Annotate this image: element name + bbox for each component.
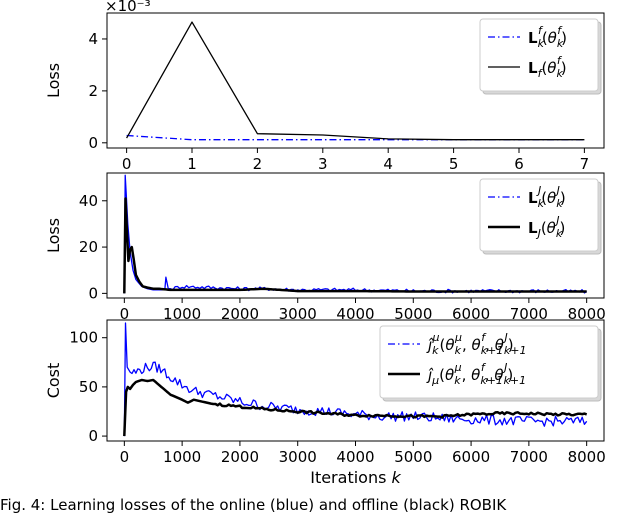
x-tick-label: 1000 bbox=[163, 305, 201, 323]
y-axis-label: Loss bbox=[44, 63, 63, 98]
legend-label: Lkf(θkf) bbox=[528, 24, 567, 50]
panel-top: 0 1 2 3 4 5 6 7 0 2 4 Loss ×10⁻³ Lkf(θkf) Lf(θkf) bbox=[44, 0, 605, 173]
legend-label: ĵμ(θkμ, θk+1f, θk+1J) bbox=[426, 361, 526, 387]
y-tick-label: 0 bbox=[88, 427, 98, 445]
y-axis-label: Cost bbox=[44, 363, 63, 399]
x-tick-label: 7 bbox=[580, 155, 590, 173]
x-tick-label: 2000 bbox=[221, 305, 259, 323]
x-tick-label: 3000 bbox=[279, 305, 317, 323]
y-tick-label: 4 bbox=[88, 30, 98, 48]
x-tick-label: 0 bbox=[122, 155, 132, 173]
x-tick-label: 2 bbox=[253, 155, 263, 173]
series-line-offline bbox=[123, 197, 587, 294]
x-tick-label: 4000 bbox=[336, 305, 374, 323]
series-line-offline bbox=[126, 21, 585, 141]
legend-box bbox=[379, 325, 599, 399]
x-tick-label: 3000 bbox=[279, 448, 317, 466]
x-tick-label: 0 bbox=[120, 305, 130, 323]
x-tick-label: 0 bbox=[120, 448, 130, 466]
panel-middle: 0 1000 2000 3000 4000 5000 6000 7000 8000 0 20 40 Lo… bbox=[44, 172, 606, 323]
figure-caption: Fig. 4: Learning losses of the online (b… bbox=[0, 496, 507, 514]
legend-label: LkJ(θkJ) bbox=[528, 184, 566, 210]
panel-bottom: 0 1000 2000 3000 4000 5000 6000 7000 8000 0 50 100 C… bbox=[44, 319, 606, 487]
x-tick-label: 6000 bbox=[452, 448, 490, 466]
scale-multiplier-label: ×10⁻³ bbox=[105, 0, 151, 15]
x-tick-label: 1 bbox=[187, 155, 197, 173]
x-axis-label: Iterations k bbox=[310, 468, 401, 487]
y-tick-label: 40 bbox=[79, 192, 98, 210]
x-tick-label: 8000 bbox=[568, 448, 606, 466]
y-tick-label: 0 bbox=[88, 134, 98, 152]
x-tick-label: 5000 bbox=[394, 448, 432, 466]
x-tick-label: 8000 bbox=[568, 305, 606, 323]
y-axis-label: Loss bbox=[44, 218, 63, 253]
x-tick-label: 6000 bbox=[452, 305, 490, 323]
x-tick-label: 7000 bbox=[510, 448, 548, 466]
x-tick-label: 4000 bbox=[336, 448, 374, 466]
series-line-offline bbox=[123, 378, 588, 437]
legend-label: Lf(θkf) bbox=[528, 54, 567, 80]
y-tick-label: 50 bbox=[79, 378, 98, 396]
figure: 0 1 2 3 4 5 6 7 0 2 4 Loss ×10⁻³ Lkf(θkf) Lf(θkf) 0 100… bbox=[44, 0, 606, 487]
axes-frame bbox=[106, 12, 605, 149]
y-tick-label: 0 bbox=[88, 284, 98, 302]
x-tick-label: 3 bbox=[318, 155, 328, 173]
y-tick-label: 2 bbox=[88, 82, 98, 100]
x-tick-label: 5000 bbox=[394, 305, 432, 323]
x-tick-label: 7000 bbox=[510, 305, 548, 323]
legend-label: LJ(θkJ) bbox=[528, 214, 565, 240]
y-tick-label: 20 bbox=[79, 238, 98, 256]
x-tick-label: 5 bbox=[449, 155, 459, 173]
y-tick-label: 100 bbox=[69, 329, 98, 347]
x-tick-label: 2000 bbox=[221, 448, 259, 466]
legend-label: ĵkμ(θkμ, θk+1f, θk+1J) bbox=[426, 331, 527, 357]
x-tick-label: 6 bbox=[514, 155, 524, 173]
x-tick-label: 4 bbox=[383, 155, 393, 173]
x-tick-label: 1000 bbox=[163, 448, 201, 466]
